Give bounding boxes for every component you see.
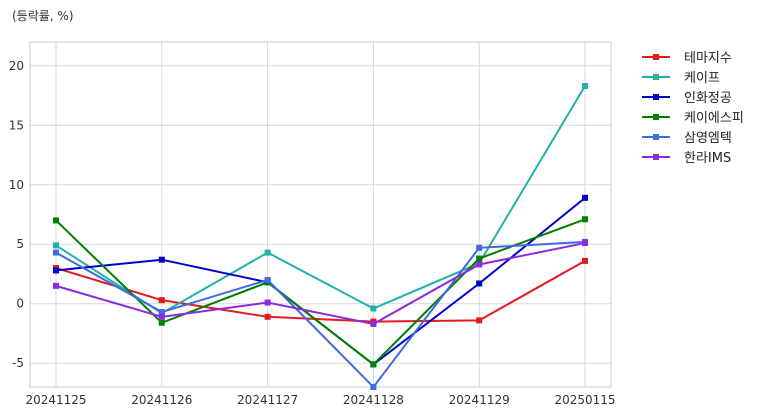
data-point: [370, 320, 377, 327]
y-tick-label: 0: [16, 297, 24, 311]
legend-marker: [653, 154, 659, 160]
legend-marker: [653, 74, 659, 80]
data-point: [53, 242, 59, 249]
legend-marker: [653, 54, 659, 60]
series-lines: [53, 83, 588, 390]
data-point: [476, 255, 483, 262]
data-point: [582, 257, 588, 264]
legend-item: 케이프: [642, 71, 720, 86]
series-line: [55, 240, 586, 389]
y-axis: -5 0 5 10 15 20: [9, 59, 24, 370]
legend-label: 한라IMS: [684, 151, 731, 166]
series-line: [55, 242, 586, 326]
y-tick-label: -5: [12, 356, 24, 370]
legend-item: 삼영엠텍: [642, 131, 732, 146]
data-point: [158, 297, 165, 304]
legend-label: 삼영엠텍: [684, 131, 732, 146]
data-point: [476, 244, 483, 251]
x-tick-label: 20241129: [449, 393, 510, 407]
data-point: [476, 317, 483, 324]
series-line: [55, 85, 586, 315]
data-point: [476, 261, 483, 268]
x-tick-label: 20241128: [343, 393, 404, 407]
data-point: [158, 309, 165, 316]
unit-label: (등락률, %): [12, 9, 74, 23]
x-tick-label: 20241125: [25, 393, 86, 407]
legend-label: 인화정공: [684, 91, 732, 106]
series-1: [53, 83, 588, 317]
plot-area: [29, 41, 612, 388]
data-point: [264, 276, 271, 283]
data-point: [53, 282, 59, 289]
legend-marker: [653, 94, 659, 100]
x-tick-label: 20241127: [237, 393, 298, 407]
data-point: [582, 194, 588, 201]
series-0: [53, 257, 588, 325]
data-point: [476, 280, 483, 287]
y-tick-label: 10: [9, 178, 24, 192]
y-tick-label: 15: [9, 118, 24, 132]
data-point: [582, 216, 588, 223]
legend-marker: [653, 114, 659, 120]
series-5: [53, 240, 588, 327]
data-point: [53, 217, 59, 224]
data-point: [370, 384, 377, 390]
legend-item: 케이에스피: [642, 111, 744, 126]
data-point: [370, 361, 377, 368]
data-point: [582, 240, 588, 247]
data-point: [264, 299, 271, 306]
legend-label: 테마지수: [684, 51, 732, 66]
x-axis: 20241125 20241126 20241127 20241128 20241129…: [25, 393, 615, 407]
legend-label: 케이프: [684, 71, 720, 86]
y-tick-label: 5: [16, 237, 24, 251]
data-point: [158, 313, 165, 320]
data-point: [582, 83, 588, 90]
legend-item: 인화정공: [642, 91, 732, 106]
data-point: [158, 319, 165, 326]
data-point: [53, 267, 59, 274]
grid-lines: [30, 42, 611, 387]
y-tick-label: 20: [9, 59, 24, 73]
legend-item: 테마지수: [642, 51, 732, 66]
data-point: [264, 249, 271, 256]
x-tick-label: 20250115: [554, 393, 615, 407]
data-point: [158, 256, 165, 263]
data-point: [370, 305, 377, 312]
legend-label: 케이에스피: [684, 111, 744, 126]
legend-marker: [653, 134, 659, 140]
series-line: [55, 218, 586, 366]
x-tick-label: 20241126: [131, 393, 192, 407]
data-point: [53, 249, 59, 256]
legend-item: 한라IMS: [642, 151, 731, 166]
series-line: [55, 260, 586, 323]
data-point: [264, 313, 271, 320]
